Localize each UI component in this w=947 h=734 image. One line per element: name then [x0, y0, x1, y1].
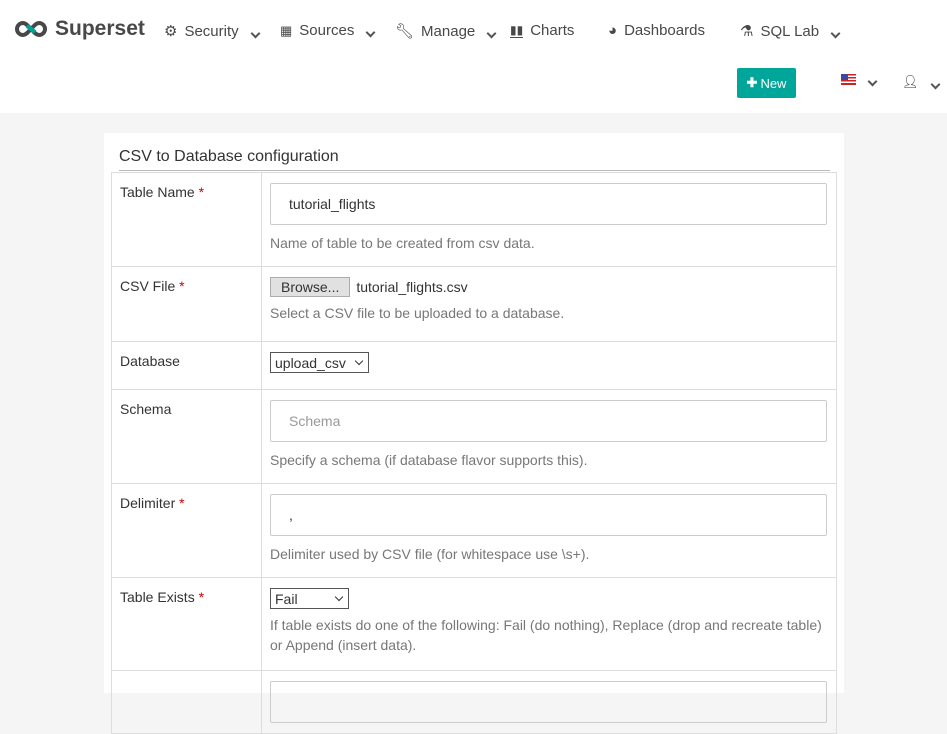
nav-sources[interactable]: ▦ Sources — [280, 22, 376, 39]
help-text: If table exists do one of the following:… — [270, 617, 822, 653]
wrench-icon: 🔧︎ — [395, 23, 415, 40]
dashboard-icon: ◕ — [608, 22, 618, 39]
field-label: CSV File — [120, 278, 176, 294]
chevron-down-icon — [867, 76, 878, 87]
new-button[interactable]: ✚ New — [737, 68, 796, 98]
nav-charts[interactable]: ▮▮ Charts — [510, 22, 574, 39]
row-next — [111, 670, 837, 734]
row-delimiter: Delimiter * , Delimiter used by CSV file … — [111, 483, 837, 578]
nav-security[interactable]: ⚙ Security — [164, 22, 261, 40]
required-mark: * — [198, 589, 205, 605]
required-mark: * — [179, 495, 185, 511]
chevron-down-icon — [354, 356, 364, 366]
form-table: Table Name * tutorial_flights Name of tab… — [111, 172, 837, 734]
nav-sql-lab[interactable]: ⚗ SQL Lab — [740, 22, 841, 40]
table-name-input[interactable]: tutorial_flights — [270, 183, 827, 225]
bar-chart-icon: ▮▮ — [510, 23, 524, 38]
row-schema: Schema Schema Specify a schema (if databa… — [111, 389, 837, 484]
row-table-exists: Table Exists * Fail If table exists do on… — [111, 577, 837, 671]
chevron-down-icon — [930, 79, 940, 89]
chevron-down-icon — [365, 27, 376, 38]
infinity-logo-icon — [15, 20, 47, 38]
field-label: Table Name — [120, 184, 195, 200]
table-exists-select[interactable]: Fail — [270, 588, 349, 609]
nav-label: Security — [184, 22, 239, 40]
row-csv-file: CSV File * Browse... tutorial_flights.csv… — [111, 266, 837, 342]
nav-label: Charts — [530, 22, 575, 39]
help-text: Specify a schema (if database flavor sup… — [270, 452, 588, 468]
required-mark: * — [179, 278, 185, 294]
required-mark: * — [198, 184, 205, 200]
help-text: Name of table to be created from csv dat… — [270, 235, 535, 251]
input-placeholder: Schema — [289, 413, 341, 429]
navbar: Superset ⚙ Security ▦ Sources 🔧︎ Manage ▮▮ C… — [0, 0, 947, 113]
brand-logo[interactable]: Superset — [15, 17, 145, 41]
csv-upload-panel: CSV to Database configuration Table Name… — [104, 133, 844, 734]
cogs-icon: ⚙ — [164, 23, 178, 40]
input-value: tutorial_flights — [289, 196, 376, 212]
field-label: Schema — [120, 401, 172, 417]
field-label: Table Exists — [120, 589, 195, 605]
field-label: Database — [120, 353, 180, 369]
row-database: Database upload_csv — [111, 341, 837, 390]
new-label: New — [760, 75, 787, 91]
chevron-down-icon — [830, 28, 841, 38]
nav-label: SQL Lab — [760, 22, 820, 40]
database-select[interactable]: upload_csv — [270, 352, 369, 373]
file-name: tutorial_flights.csv — [356, 279, 468, 295]
flask-icon: ⚗ — [740, 23, 754, 40]
next-input[interactable] — [270, 681, 827, 723]
schema-input[interactable]: Schema — [270, 400, 827, 442]
chevron-down-icon — [334, 592, 344, 602]
row-table-name: Table Name * tutorial_flights Name of tab… — [111, 172, 837, 267]
input-value: , — [289, 507, 293, 523]
table-icon: ▦ — [280, 22, 293, 38]
select-value: upload_csv — [275, 354, 346, 371]
user-icon: 👤︎ — [902, 74, 919, 89]
browse-button[interactable]: Browse... — [270, 277, 351, 297]
nav-label: Dashboards — [624, 22, 705, 39]
select-value: Fail — [275, 590, 298, 607]
chevron-down-icon — [486, 28, 497, 38]
plus-icon: ✚ — [746, 75, 758, 90]
nav-dashboards[interactable]: ◕ Dashboards — [608, 22, 705, 39]
us-flag-icon — [841, 74, 856, 85]
language-dropdown[interactable] — [841, 74, 878, 87]
brand-name: Superset — [55, 17, 145, 40]
field-label: Delimiter — [120, 495, 176, 511]
delimiter-input[interactable]: , — [270, 494, 827, 536]
page-title: CSV to Database configuration — [119, 148, 339, 165]
user-dropdown[interactable]: 👤︎ — [902, 74, 940, 90]
help-text: Select a CSV file to be uploaded to a da… — [270, 305, 565, 321]
nav-label: Sources — [299, 22, 355, 39]
chevron-down-icon — [250, 28, 261, 38]
divider — [119, 170, 830, 171]
help-text: Delimiter used by CSV file (for whitespa… — [270, 546, 590, 562]
nav-label: Manage — [421, 22, 476, 40]
nav-manage[interactable]: 🔧︎ Manage — [395, 22, 497, 40]
